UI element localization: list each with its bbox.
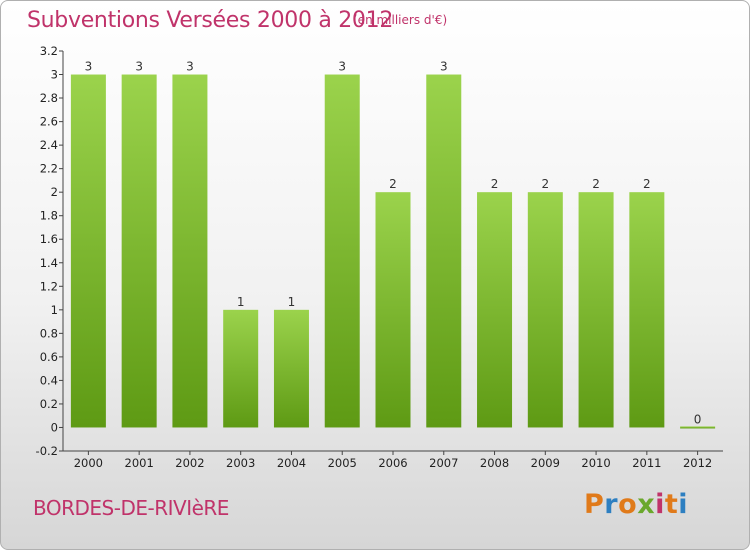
logo-letter: x [637, 489, 656, 520]
data-label: 3 [85, 60, 93, 74]
bar-2003 [223, 309, 259, 428]
y-tick-label: 0.6 [40, 350, 58, 364]
x-tick-label: 2000 [74, 456, 103, 470]
chart-subtitle: (en milliers d'€) [353, 13, 448, 27]
logo-letter: t [664, 489, 679, 520]
data-label: 2 [541, 177, 549, 191]
proxiti-logo[interactable]: Proxiti [584, 489, 688, 520]
bar-2011 [629, 192, 665, 428]
bar-2007 [426, 74, 462, 428]
logo-letter: o [618, 489, 638, 520]
bar-2002 [172, 74, 208, 428]
bar-2001 [121, 74, 157, 428]
bar-2010 [578, 192, 614, 428]
x-tick-label: 2001 [125, 456, 154, 470]
y-tick-label: -0.2 [36, 444, 58, 458]
bar-2012 [680, 426, 716, 429]
data-label: 0 [694, 412, 702, 426]
x-tick-label: 2011 [632, 456, 661, 470]
y-tick-label: 2.4 [40, 138, 58, 152]
data-label: 1 [237, 295, 245, 309]
y-tick-label: 1.6 [40, 232, 58, 246]
logo-letter: i [678, 489, 689, 520]
bar-2004 [273, 309, 309, 428]
y-tick-label: 0 [51, 420, 58, 434]
x-tick-label: 2003 [226, 456, 255, 470]
x-tick-label: 2009 [531, 456, 560, 470]
x-tick-label: 2008 [480, 456, 509, 470]
bar-2006 [375, 192, 411, 428]
bar-2005 [324, 74, 360, 428]
x-tick-label: 2010 [581, 456, 610, 470]
y-tick-label: 2.8 [40, 91, 58, 105]
y-tick-label: 3.2 [40, 44, 58, 58]
y-tick-label: 1.8 [40, 209, 58, 223]
y-tick-label: 2 [51, 185, 58, 199]
data-label: 1 [288, 295, 296, 309]
logo-letter: i [655, 489, 665, 520]
bar-2000 [70, 74, 106, 428]
x-tick-label: 2006 [378, 456, 407, 470]
x-tick-label: 2002 [175, 456, 204, 470]
y-tick-label: 0.2 [40, 397, 58, 411]
y-tick-label: 0.4 [40, 373, 58, 387]
bar-2009 [527, 192, 563, 428]
chart-title: Subventions Versées 2000 à 2012 [27, 8, 394, 33]
x-tick-label: 2007 [429, 456, 458, 470]
x-tick-label: 2005 [328, 456, 357, 470]
y-tick-label: 2.6 [40, 115, 58, 129]
y-tick-label: 1 [51, 303, 58, 317]
data-label: 3 [440, 60, 448, 74]
y-tick-label: 0.8 [40, 326, 58, 340]
logo-letter: P [584, 489, 605, 520]
data-label: 2 [643, 177, 651, 191]
data-label: 2 [389, 177, 397, 191]
data-label: 3 [135, 60, 143, 74]
y-tick-label: 1.4 [40, 256, 58, 270]
logo-letter: r [604, 489, 619, 520]
data-label: 2 [491, 177, 499, 191]
data-label: 2 [592, 177, 600, 191]
y-tick-label: 1.2 [40, 279, 58, 293]
data-label: 3 [338, 60, 346, 74]
x-tick-label: 2004 [277, 456, 306, 470]
data-label: 3 [186, 60, 194, 74]
bar-2008 [477, 192, 513, 428]
y-tick-label: 2.2 [40, 162, 58, 176]
y-tick-label: 3 [51, 68, 58, 82]
commune-name: BORDES-DE-RIVIèRE [33, 496, 229, 520]
x-tick-label: 2012 [683, 456, 712, 470]
